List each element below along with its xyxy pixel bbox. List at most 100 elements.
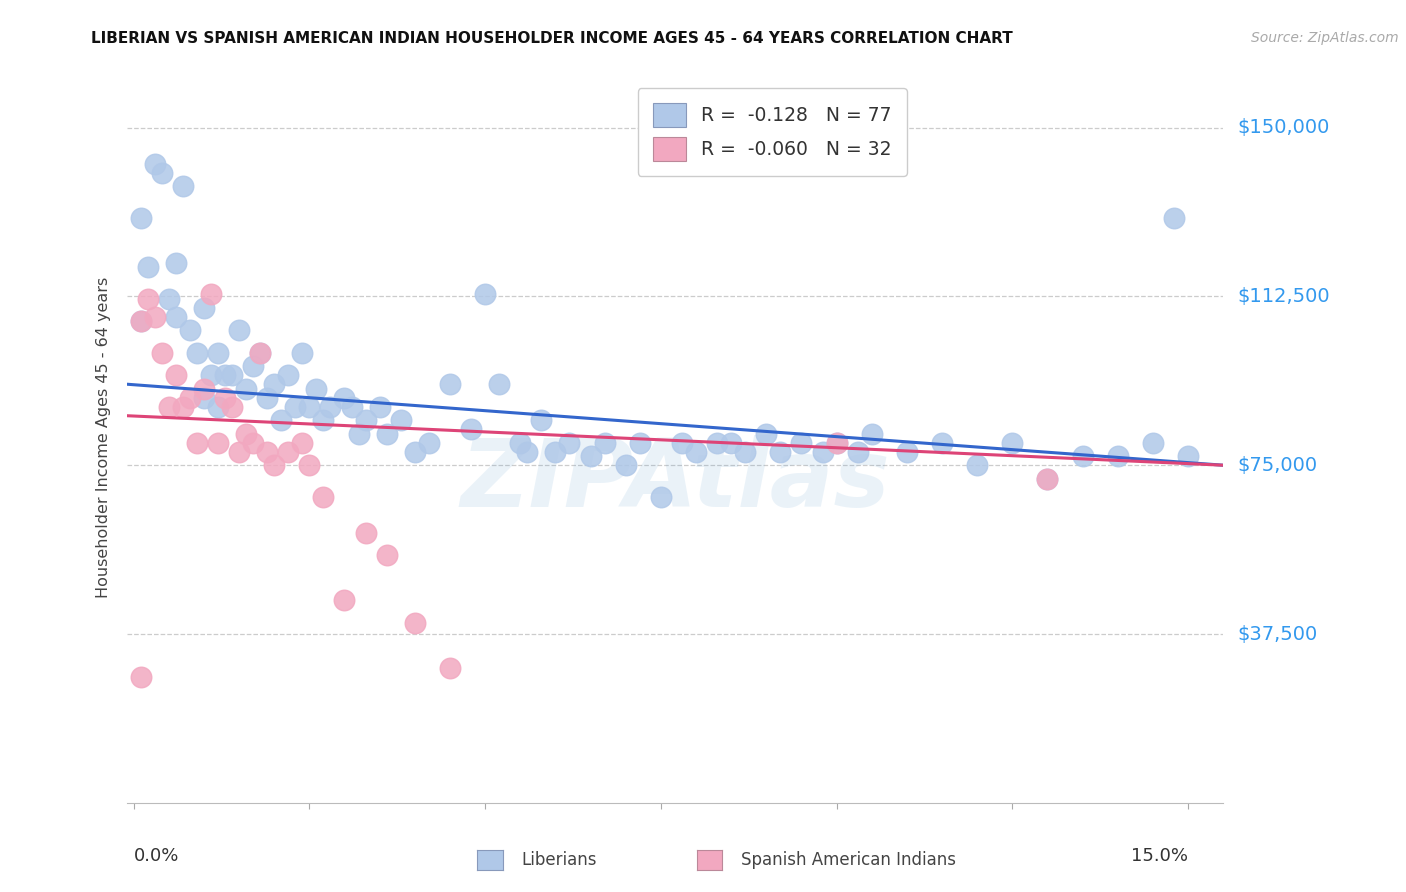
Point bbox=[755, 426, 778, 441]
Point bbox=[558, 435, 581, 450]
Point bbox=[488, 377, 510, 392]
Point bbox=[347, 426, 370, 441]
Text: Liberians: Liberians bbox=[522, 851, 596, 869]
Text: Source: ZipAtlas.com: Source: ZipAtlas.com bbox=[1251, 31, 1399, 45]
Point bbox=[165, 310, 187, 324]
Point bbox=[671, 435, 693, 450]
Point bbox=[375, 426, 398, 441]
Point bbox=[340, 400, 363, 414]
Y-axis label: Householder Income Ages 45 - 64 years: Householder Income Ages 45 - 64 years bbox=[96, 277, 111, 598]
Point bbox=[157, 400, 180, 414]
Point bbox=[375, 548, 398, 562]
Point bbox=[207, 345, 229, 359]
Point bbox=[312, 490, 335, 504]
Point bbox=[129, 314, 152, 328]
Point bbox=[544, 444, 567, 458]
Text: ZIPAtlas: ZIPAtlas bbox=[460, 435, 890, 527]
Point bbox=[136, 260, 159, 275]
Point bbox=[966, 458, 988, 473]
Point bbox=[249, 345, 271, 359]
Point bbox=[1001, 435, 1024, 450]
Point bbox=[354, 525, 377, 540]
Point bbox=[291, 435, 314, 450]
Point bbox=[291, 345, 314, 359]
Point bbox=[221, 400, 243, 414]
Point bbox=[706, 435, 728, 450]
Text: 0.0%: 0.0% bbox=[134, 847, 179, 864]
Point bbox=[389, 413, 412, 427]
Point bbox=[179, 323, 201, 337]
Point bbox=[1036, 472, 1059, 486]
Point bbox=[172, 400, 194, 414]
Text: Spanish American Indians: Spanish American Indians bbox=[741, 851, 956, 869]
Point bbox=[263, 458, 285, 473]
Point bbox=[439, 661, 461, 675]
Point bbox=[1107, 449, 1129, 463]
Point bbox=[298, 400, 321, 414]
Point bbox=[228, 323, 250, 337]
Point bbox=[242, 435, 264, 450]
Point bbox=[1036, 472, 1059, 486]
Point bbox=[333, 391, 356, 405]
Point bbox=[150, 345, 173, 359]
Point bbox=[263, 377, 285, 392]
Point bbox=[790, 435, 813, 450]
Point bbox=[312, 413, 335, 427]
Point bbox=[418, 435, 440, 450]
Point bbox=[179, 391, 201, 405]
Point bbox=[825, 435, 848, 450]
Point bbox=[896, 444, 918, 458]
Point bbox=[284, 400, 307, 414]
Text: $112,500: $112,500 bbox=[1237, 287, 1330, 306]
Point bbox=[846, 444, 869, 458]
Point bbox=[270, 413, 292, 427]
Point bbox=[734, 444, 756, 458]
Point bbox=[319, 400, 342, 414]
Point bbox=[172, 179, 194, 194]
Point bbox=[769, 444, 792, 458]
Point bbox=[235, 426, 257, 441]
Text: $37,500: $37,500 bbox=[1237, 624, 1317, 643]
Point bbox=[256, 444, 278, 458]
Point bbox=[305, 382, 328, 396]
Point bbox=[1071, 449, 1094, 463]
Point bbox=[228, 444, 250, 458]
Point bbox=[298, 458, 321, 473]
Point bbox=[221, 368, 243, 383]
Point bbox=[214, 391, 236, 405]
Point bbox=[931, 435, 953, 450]
Point bbox=[368, 400, 391, 414]
Point bbox=[277, 444, 299, 458]
Point bbox=[214, 368, 236, 383]
Point bbox=[1177, 449, 1199, 463]
Point bbox=[628, 435, 651, 450]
Point bbox=[165, 255, 187, 269]
Point bbox=[333, 593, 356, 607]
Point bbox=[200, 287, 222, 301]
Point bbox=[460, 422, 482, 436]
Point bbox=[136, 292, 159, 306]
Point bbox=[129, 211, 152, 225]
Point bbox=[186, 345, 208, 359]
Point bbox=[404, 444, 426, 458]
Point bbox=[249, 345, 271, 359]
Point bbox=[474, 287, 496, 301]
Text: 15.0%: 15.0% bbox=[1130, 847, 1188, 864]
Text: LIBERIAN VS SPANISH AMERICAN INDIAN HOUSEHOLDER INCOME AGES 45 - 64 YEARS CORREL: LIBERIAN VS SPANISH AMERICAN INDIAN HOUS… bbox=[91, 31, 1014, 46]
Point bbox=[516, 444, 538, 458]
Point bbox=[242, 359, 264, 374]
Point bbox=[186, 435, 208, 450]
Point bbox=[509, 435, 531, 450]
Point bbox=[193, 301, 215, 315]
Point bbox=[860, 426, 883, 441]
Point bbox=[439, 377, 461, 392]
Point bbox=[650, 490, 672, 504]
Point bbox=[143, 156, 166, 170]
Point bbox=[157, 292, 180, 306]
Point bbox=[1163, 211, 1185, 225]
Point bbox=[256, 391, 278, 405]
Legend: R =  -0.128   N = 77, R =  -0.060   N = 32: R = -0.128 N = 77, R = -0.060 N = 32 bbox=[637, 88, 907, 176]
Text: $150,000: $150,000 bbox=[1237, 118, 1330, 137]
Point bbox=[720, 435, 742, 450]
Point bbox=[129, 670, 152, 684]
